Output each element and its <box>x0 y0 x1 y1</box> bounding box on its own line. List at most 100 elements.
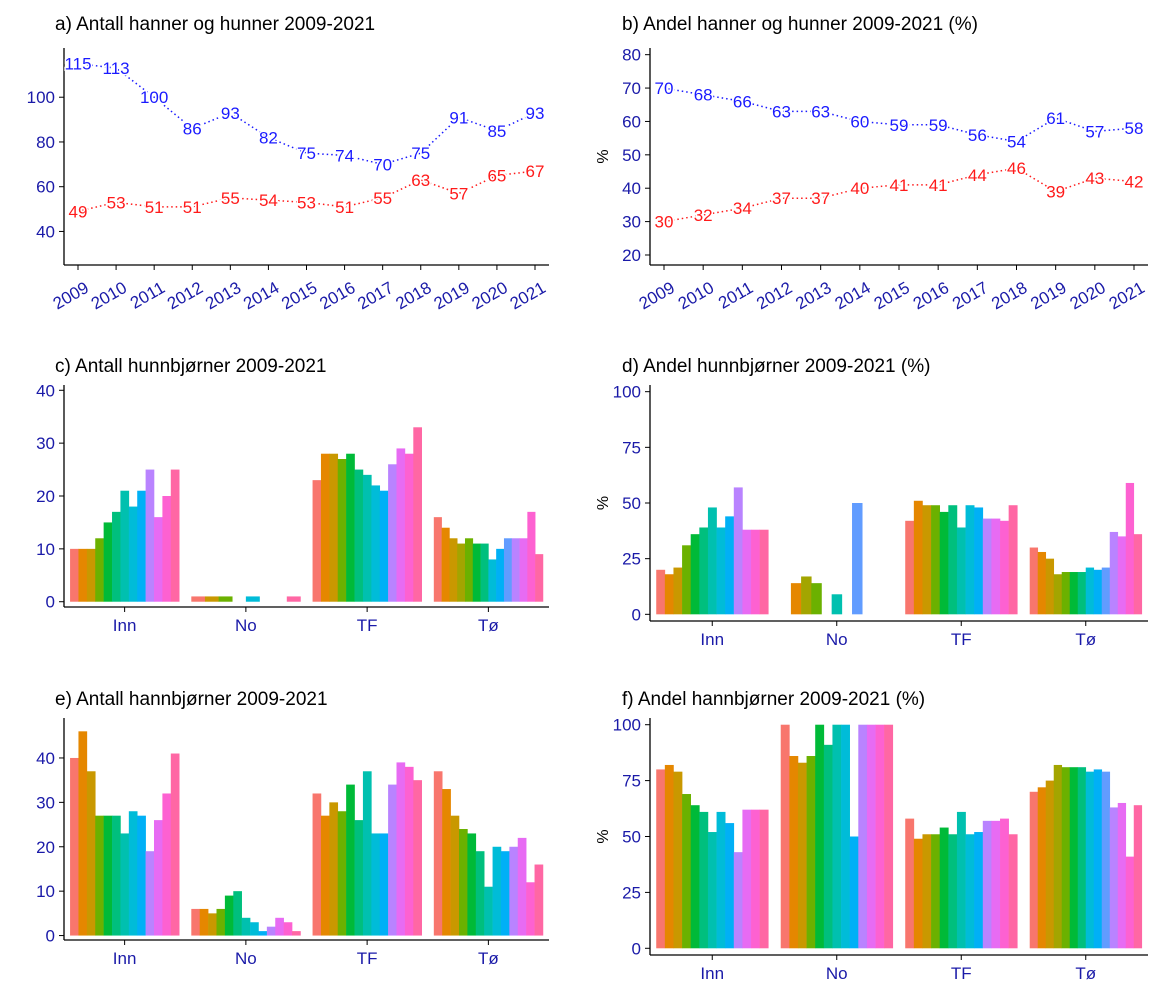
bar <box>1117 802 1127 949</box>
data-label-female: 57 <box>449 184 468 203</box>
y-tick-label: 100 <box>27 88 55 107</box>
bar <box>690 534 700 615</box>
y-tick-label: 0 <box>632 605 641 624</box>
data-label-female: 46 <box>1007 159 1026 178</box>
bar <box>733 487 743 615</box>
bar <box>913 500 923 615</box>
bar <box>218 596 233 602</box>
bar <box>939 827 949 949</box>
bar <box>379 833 389 936</box>
category-label: No <box>235 949 257 968</box>
bar <box>1029 791 1039 949</box>
bar <box>519 538 528 602</box>
data-label-female: 63 <box>411 171 430 190</box>
bar <box>974 507 984 615</box>
bar <box>913 838 923 949</box>
bar <box>320 815 330 936</box>
bar <box>258 931 268 936</box>
data-label-male: 59 <box>929 116 948 135</box>
bar <box>433 517 442 602</box>
category-label: TF <box>951 630 972 649</box>
panel-title: f) Andel hannbjørner 2009-2021 (%) <box>622 689 925 710</box>
series-line-female <box>663 167 1135 223</box>
bar <box>811 583 822 615</box>
bar <box>656 569 666 615</box>
bar <box>716 527 726 615</box>
bar <box>656 769 666 949</box>
y-tick-label: 0 <box>632 939 641 958</box>
bar <box>128 811 138 936</box>
bar <box>759 809 769 949</box>
category-label: No <box>826 630 848 649</box>
bar <box>388 464 397 602</box>
data-label-male: 61 <box>1046 109 1065 128</box>
bar <box>404 766 414 936</box>
data-label-female: 53 <box>297 193 316 212</box>
bar <box>884 724 894 949</box>
bar <box>682 794 692 949</box>
x-tick-label: 2016 <box>910 278 952 313</box>
bar <box>379 490 389 602</box>
bar <box>534 864 544 936</box>
y-tick-label: 0 <box>46 927 55 946</box>
bar <box>948 505 958 615</box>
bar <box>1053 764 1063 949</box>
bar <box>112 815 121 936</box>
bar <box>464 538 474 602</box>
bar <box>337 459 347 602</box>
data-label-female: 65 <box>487 167 506 186</box>
x-tick-label: 2011 <box>715 278 756 313</box>
bar <box>733 852 743 949</box>
x-tick-label: 2009 <box>50 278 92 313</box>
bar <box>1109 807 1119 949</box>
bar <box>1061 767 1071 949</box>
data-label-male: 66 <box>733 92 752 111</box>
bar <box>939 511 949 615</box>
data-label-male: 93 <box>526 104 545 123</box>
bar <box>112 511 121 602</box>
category-label: Tø <box>478 616 499 635</box>
data-label-male: 57 <box>1085 122 1104 141</box>
bar <box>95 815 104 936</box>
bar <box>137 490 146 602</box>
bar <box>458 829 468 936</box>
bar <box>457 543 466 602</box>
x-tick-label: 2021 <box>1106 278 1148 313</box>
bar <box>154 820 163 936</box>
bar <box>1061 572 1071 615</box>
panel-title: e) Antall hannbjørner 2009-2021 <box>55 689 328 710</box>
bar <box>509 846 519 936</box>
bar <box>965 505 975 615</box>
bar <box>170 469 180 602</box>
bar <box>1101 771 1111 949</box>
x-tick-label: 2015 <box>871 278 913 313</box>
bar <box>86 771 96 936</box>
bar <box>707 832 717 949</box>
bar <box>823 744 833 949</box>
bar <box>1085 771 1095 949</box>
panel-b: b) Andel hanner og hunner 2009-2021 (%)%… <box>595 14 1148 313</box>
data-label-female: 41 <box>890 176 909 195</box>
data-label-female: 41 <box>929 176 948 195</box>
bar <box>500 851 510 936</box>
category-label: No <box>826 964 848 983</box>
x-tick-label: 2017 <box>354 278 396 313</box>
bar <box>362 474 372 602</box>
bar <box>690 805 700 949</box>
bar <box>1037 787 1047 949</box>
bar <box>832 724 842 949</box>
series-line-male <box>663 87 1135 143</box>
data-label-female: 51 <box>183 198 202 217</box>
category-label: TF <box>951 964 972 983</box>
bar <box>1077 767 1087 949</box>
bar <box>362 771 372 936</box>
bar <box>449 538 458 602</box>
data-label-female: 54 <box>259 191 278 210</box>
bar <box>991 518 1001 615</box>
data-label-male: 115 <box>64 55 91 74</box>
bar <box>245 596 260 602</box>
bar <box>699 811 709 949</box>
bar <box>70 548 79 602</box>
bar <box>413 780 422 936</box>
bar <box>1125 856 1135 949</box>
